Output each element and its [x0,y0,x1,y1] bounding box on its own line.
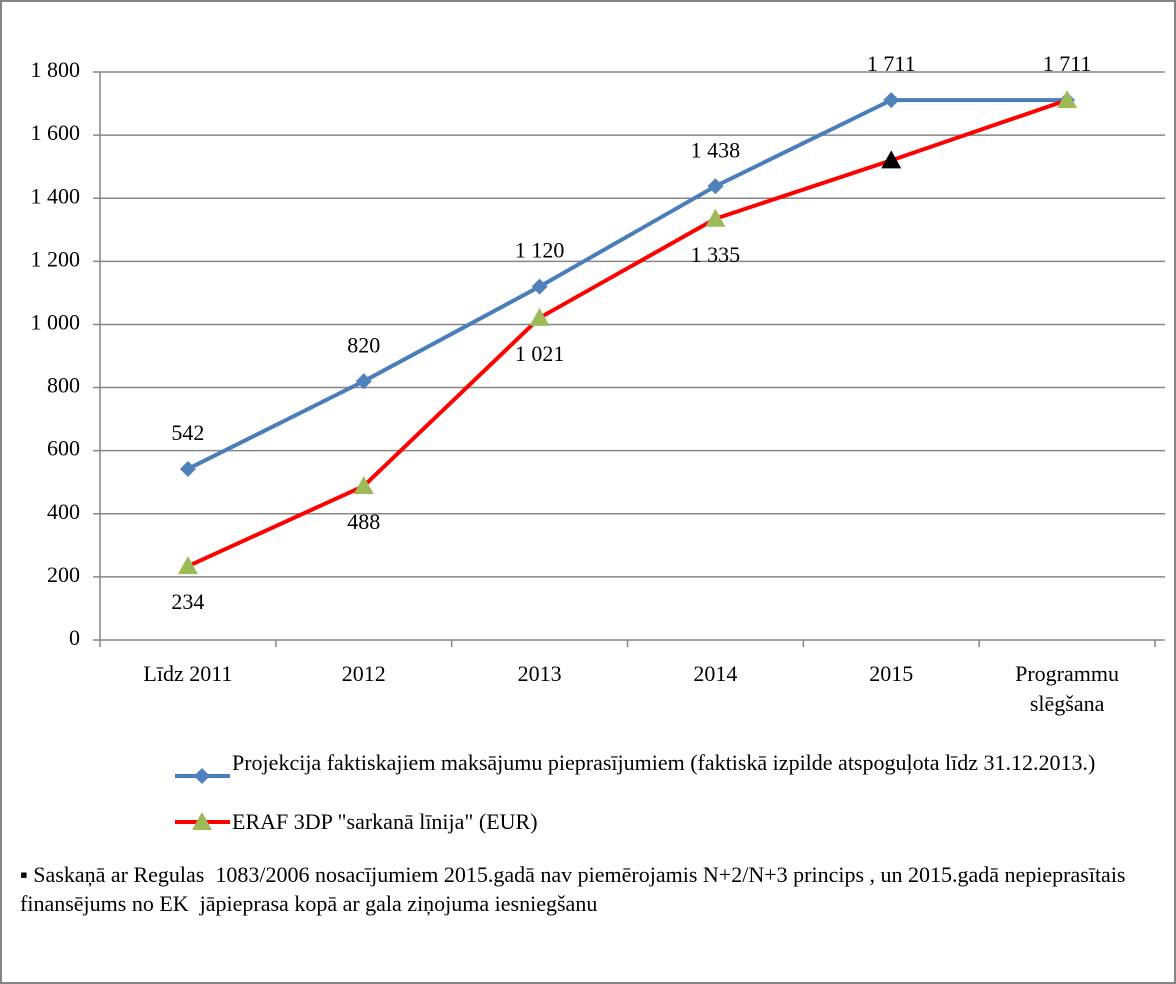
note: ▪ Saskaņā ar Regulas 1083/2006 nosacījum… [20,862,1131,916]
y-tick-label: 400 [47,499,80,524]
legend-marker [194,768,210,784]
y-tick-label: 1 400 [31,183,81,208]
x-tick-label: 2013 [518,661,562,686]
x-tick-label: Līdz 2011 [143,661,232,686]
x-tick-label: Programmu slēgšana [1015,661,1119,716]
marker [529,307,550,326]
y-tick-label: 1 200 [31,246,81,271]
y-tick-label: 1 000 [31,309,81,334]
marker [705,208,726,227]
series-line [187,98,1068,568]
x-tick-label-line: Programmu [1015,661,1119,686]
data-label: 820 [347,332,380,357]
y-tick-label: 800 [47,373,80,398]
data-label: 234 [171,589,204,614]
x-tick-label: 2015 [869,661,913,686]
y-tick-label: 1 800 [31,57,81,82]
y-tick-label: 0 [69,625,80,650]
data-label: 1 438 [691,137,741,162]
marker [179,460,196,477]
data-label: 1 711 [867,51,916,76]
data-label: 542 [171,420,204,445]
marker [707,178,724,195]
series-line [187,98,1068,471]
marker [177,556,198,575]
y-tick-label: 200 [47,562,80,587]
marker [355,373,372,390]
x-tick-label: 2012 [342,661,386,686]
data-label: 1 021 [515,341,565,366]
data-label: 1 120 [515,238,565,263]
marker [353,476,374,495]
data-label: 488 [347,509,380,534]
marker [881,150,902,169]
y-tick-label: 600 [47,436,80,461]
marker [1057,90,1078,109]
marker [883,92,900,109]
marker [531,278,548,295]
data-label: 1 335 [691,242,741,267]
x-tick-label: 2014 [693,661,737,686]
y-tick-label: 1 600 [31,120,81,145]
legend-label: Projekcija faktiskajiem maksājumu piepra… [232,750,1096,775]
legend-label: ERAF 3DP "sarkanā līnija" (EUR) [232,809,538,834]
data-label: 1 711 [1043,51,1092,76]
legend-marker [192,812,212,830]
x-tick-label-line: slēgšana [1030,691,1105,716]
